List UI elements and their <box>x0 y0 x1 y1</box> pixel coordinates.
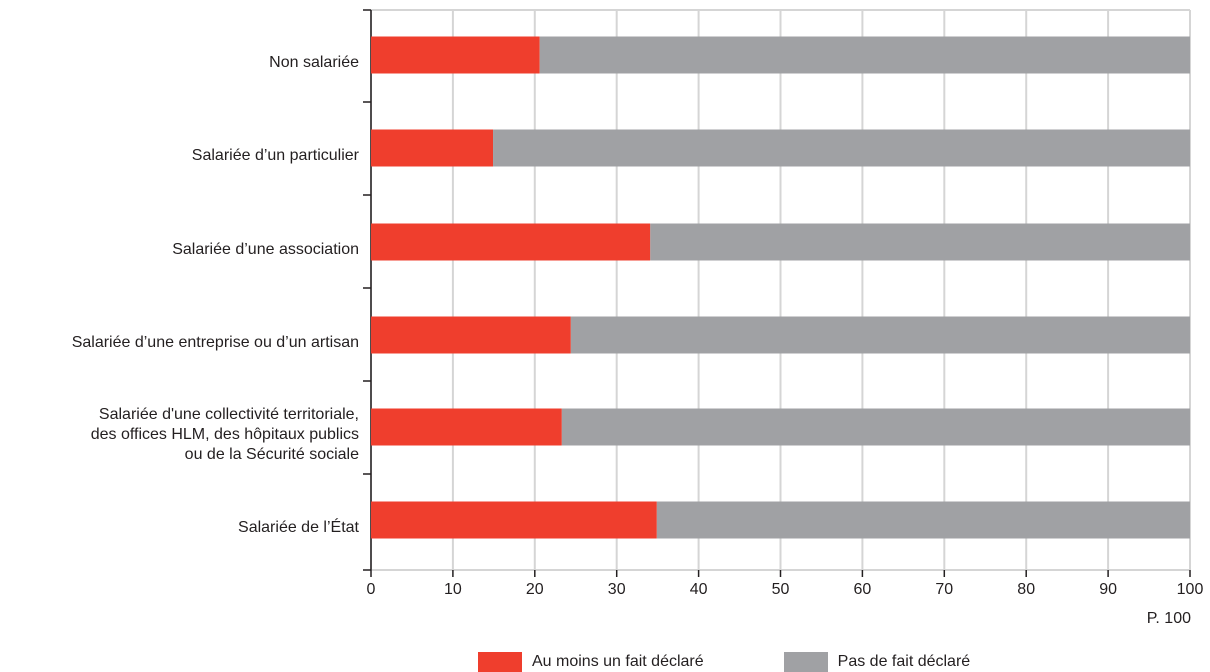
bar-1-series-1 <box>371 36 540 74</box>
category-label-4: Salariée d’une entreprise ou d’un artisa… <box>71 334 359 351</box>
x-tick-label-90: 90 <box>1099 581 1117 598</box>
bar-6-series-2 <box>656 501 1190 539</box>
bar-1-series-2 <box>539 36 1190 74</box>
x-tick-label-0: 0 <box>367 581 376 598</box>
bar-3-series-2 <box>650 223 1190 261</box>
category-label-3: Salariée d’une association <box>172 241 359 258</box>
x-tick-label-50: 50 <box>772 581 790 598</box>
legend-swatch-series-2 <box>783 652 828 672</box>
bar-2-series-2 <box>493 129 1190 167</box>
x-tick-label-20: 20 <box>526 581 544 598</box>
x-tick-label-80: 80 <box>1017 581 1035 598</box>
bar-4-series-1 <box>371 316 571 354</box>
legend-item-series-2: Pas de fait déclaré <box>783 652 971 672</box>
bar-2-series-1 <box>371 129 494 167</box>
x-tick-label-40: 40 <box>690 581 708 598</box>
x-tick-label-60: 60 <box>854 581 872 598</box>
category-label-2: Salariée d’un particulier <box>191 147 359 164</box>
legend-label-series-1: Au moins un fait déclaré <box>532 653 704 670</box>
x-axis-unit: P. 100 <box>1146 610 1191 627</box>
legend-label-series-2: Pas de fait déclaré <box>837 653 971 670</box>
x-tick-label-10: 10 <box>444 581 462 598</box>
bar-5-series-2 <box>561 408 1190 446</box>
category-label-6: Salariée de l’État <box>238 519 359 536</box>
legend-swatch-series-1 <box>478 652 522 672</box>
category-label-5: Salariée d'une collectivité territoriale… <box>90 406 359 463</box>
bar-4-series-2 <box>570 316 1190 354</box>
x-tick-label-100: 100 <box>1177 581 1204 598</box>
x-tick-label-30: 30 <box>608 581 626 598</box>
bar-6-series-1 <box>371 501 657 539</box>
legend: Au moins un fait déclaré Pas de fait déc… <box>478 652 970 672</box>
legend-item-series-1: Au moins un fait déclaré <box>478 652 704 672</box>
x-tick-label-70: 70 <box>935 581 953 598</box>
bar-3-series-1 <box>371 223 651 261</box>
bar-5-series-1 <box>371 408 562 446</box>
category-label-1: Non salariée <box>269 54 359 71</box>
